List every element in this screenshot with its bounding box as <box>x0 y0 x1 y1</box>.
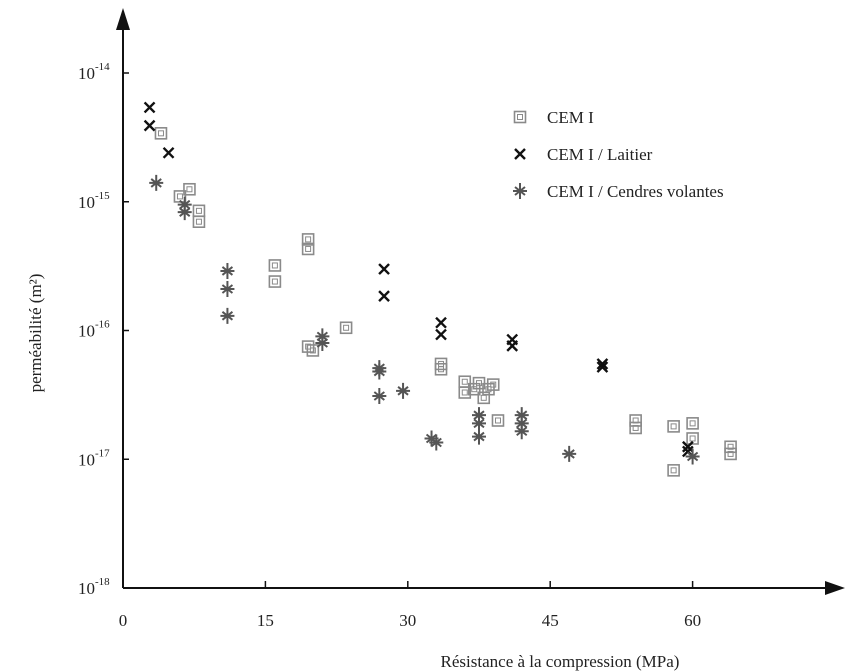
data-point <box>429 434 444 451</box>
data-point <box>514 407 529 424</box>
data-point <box>435 316 447 329</box>
data-point <box>629 421 642 435</box>
data-point <box>149 174 164 191</box>
data-point <box>562 445 577 462</box>
data-point <box>491 414 505 427</box>
x-tick-label: 45 <box>542 611 559 630</box>
data-point <box>434 362 448 376</box>
legend-label: CEM I <box>547 108 594 127</box>
data-point <box>378 263 390 275</box>
data-point <box>301 242 315 256</box>
data-point <box>268 275 282 288</box>
legend-marker <box>514 148 526 160</box>
plot-area <box>143 101 737 477</box>
axes: 0 15 30 45 60 10-14 10-15 10-16 10-17 10-18 <box>78 8 845 630</box>
data-point <box>686 417 699 430</box>
data-point <box>154 127 168 140</box>
y-tick-label: 10-14 <box>78 61 110 83</box>
data-point <box>506 339 519 352</box>
data-point <box>220 262 235 279</box>
data-point <box>378 290 390 302</box>
data-point <box>596 361 609 373</box>
legend-label: CEM I / Cendres volantes <box>547 182 724 201</box>
legend-marker <box>513 110 527 124</box>
x-tick-label: 0 <box>119 611 128 630</box>
data-point <box>435 328 447 341</box>
data-point <box>514 423 529 440</box>
data-point <box>486 378 500 391</box>
legend: CEM I CEM I / Laitier CEM I / Cendres vola… <box>513 108 724 201</box>
legend-marker <box>513 183 527 199</box>
series-1 <box>143 101 694 458</box>
data-point <box>686 432 699 445</box>
data-point <box>143 119 156 132</box>
data-point <box>315 328 330 345</box>
y-tick-label: 10-16 <box>78 319 110 341</box>
data-point <box>667 420 680 433</box>
data-point <box>220 281 235 298</box>
series-0 <box>154 127 737 477</box>
y-axis-title: perméabilité (m²) <box>26 274 45 393</box>
y-tick-label: 10-18 <box>78 576 110 598</box>
data-point <box>667 464 680 477</box>
data-point <box>682 440 694 453</box>
y-axis-arrow-icon <box>116 8 130 30</box>
x-tick-label: 60 <box>684 611 701 630</box>
data-point <box>685 448 700 465</box>
y-tick-label: 10-15 <box>78 190 110 212</box>
data-point <box>220 307 235 324</box>
data-point <box>472 428 486 445</box>
legend-label: CEM I / Laitier <box>547 145 653 164</box>
data-point <box>458 386 472 399</box>
data-point <box>724 447 737 461</box>
data-point <box>596 358 609 370</box>
data-point <box>629 414 642 427</box>
y-tick-label: 10-17 <box>78 447 110 469</box>
data-point <box>372 363 387 380</box>
data-point <box>192 215 206 228</box>
x-tick-label: 15 <box>257 611 274 630</box>
x-axis-title: Résistance à la compression (MPa) <box>441 652 680 671</box>
data-point <box>183 182 196 196</box>
data-point <box>306 344 320 357</box>
data-point <box>472 407 486 424</box>
data-point <box>192 204 206 218</box>
data-point <box>724 440 737 454</box>
data-point <box>162 146 175 159</box>
series-2 <box>149 174 700 465</box>
x-tick-label: 30 <box>399 611 416 630</box>
data-point <box>472 415 486 432</box>
data-point <box>372 387 387 404</box>
data-point <box>339 321 353 335</box>
x-axis-arrow-icon <box>825 581 845 595</box>
data-point <box>143 101 156 114</box>
data-point <box>177 204 192 221</box>
data-point <box>396 382 411 399</box>
data-point <box>301 233 315 246</box>
data-point <box>268 259 282 272</box>
